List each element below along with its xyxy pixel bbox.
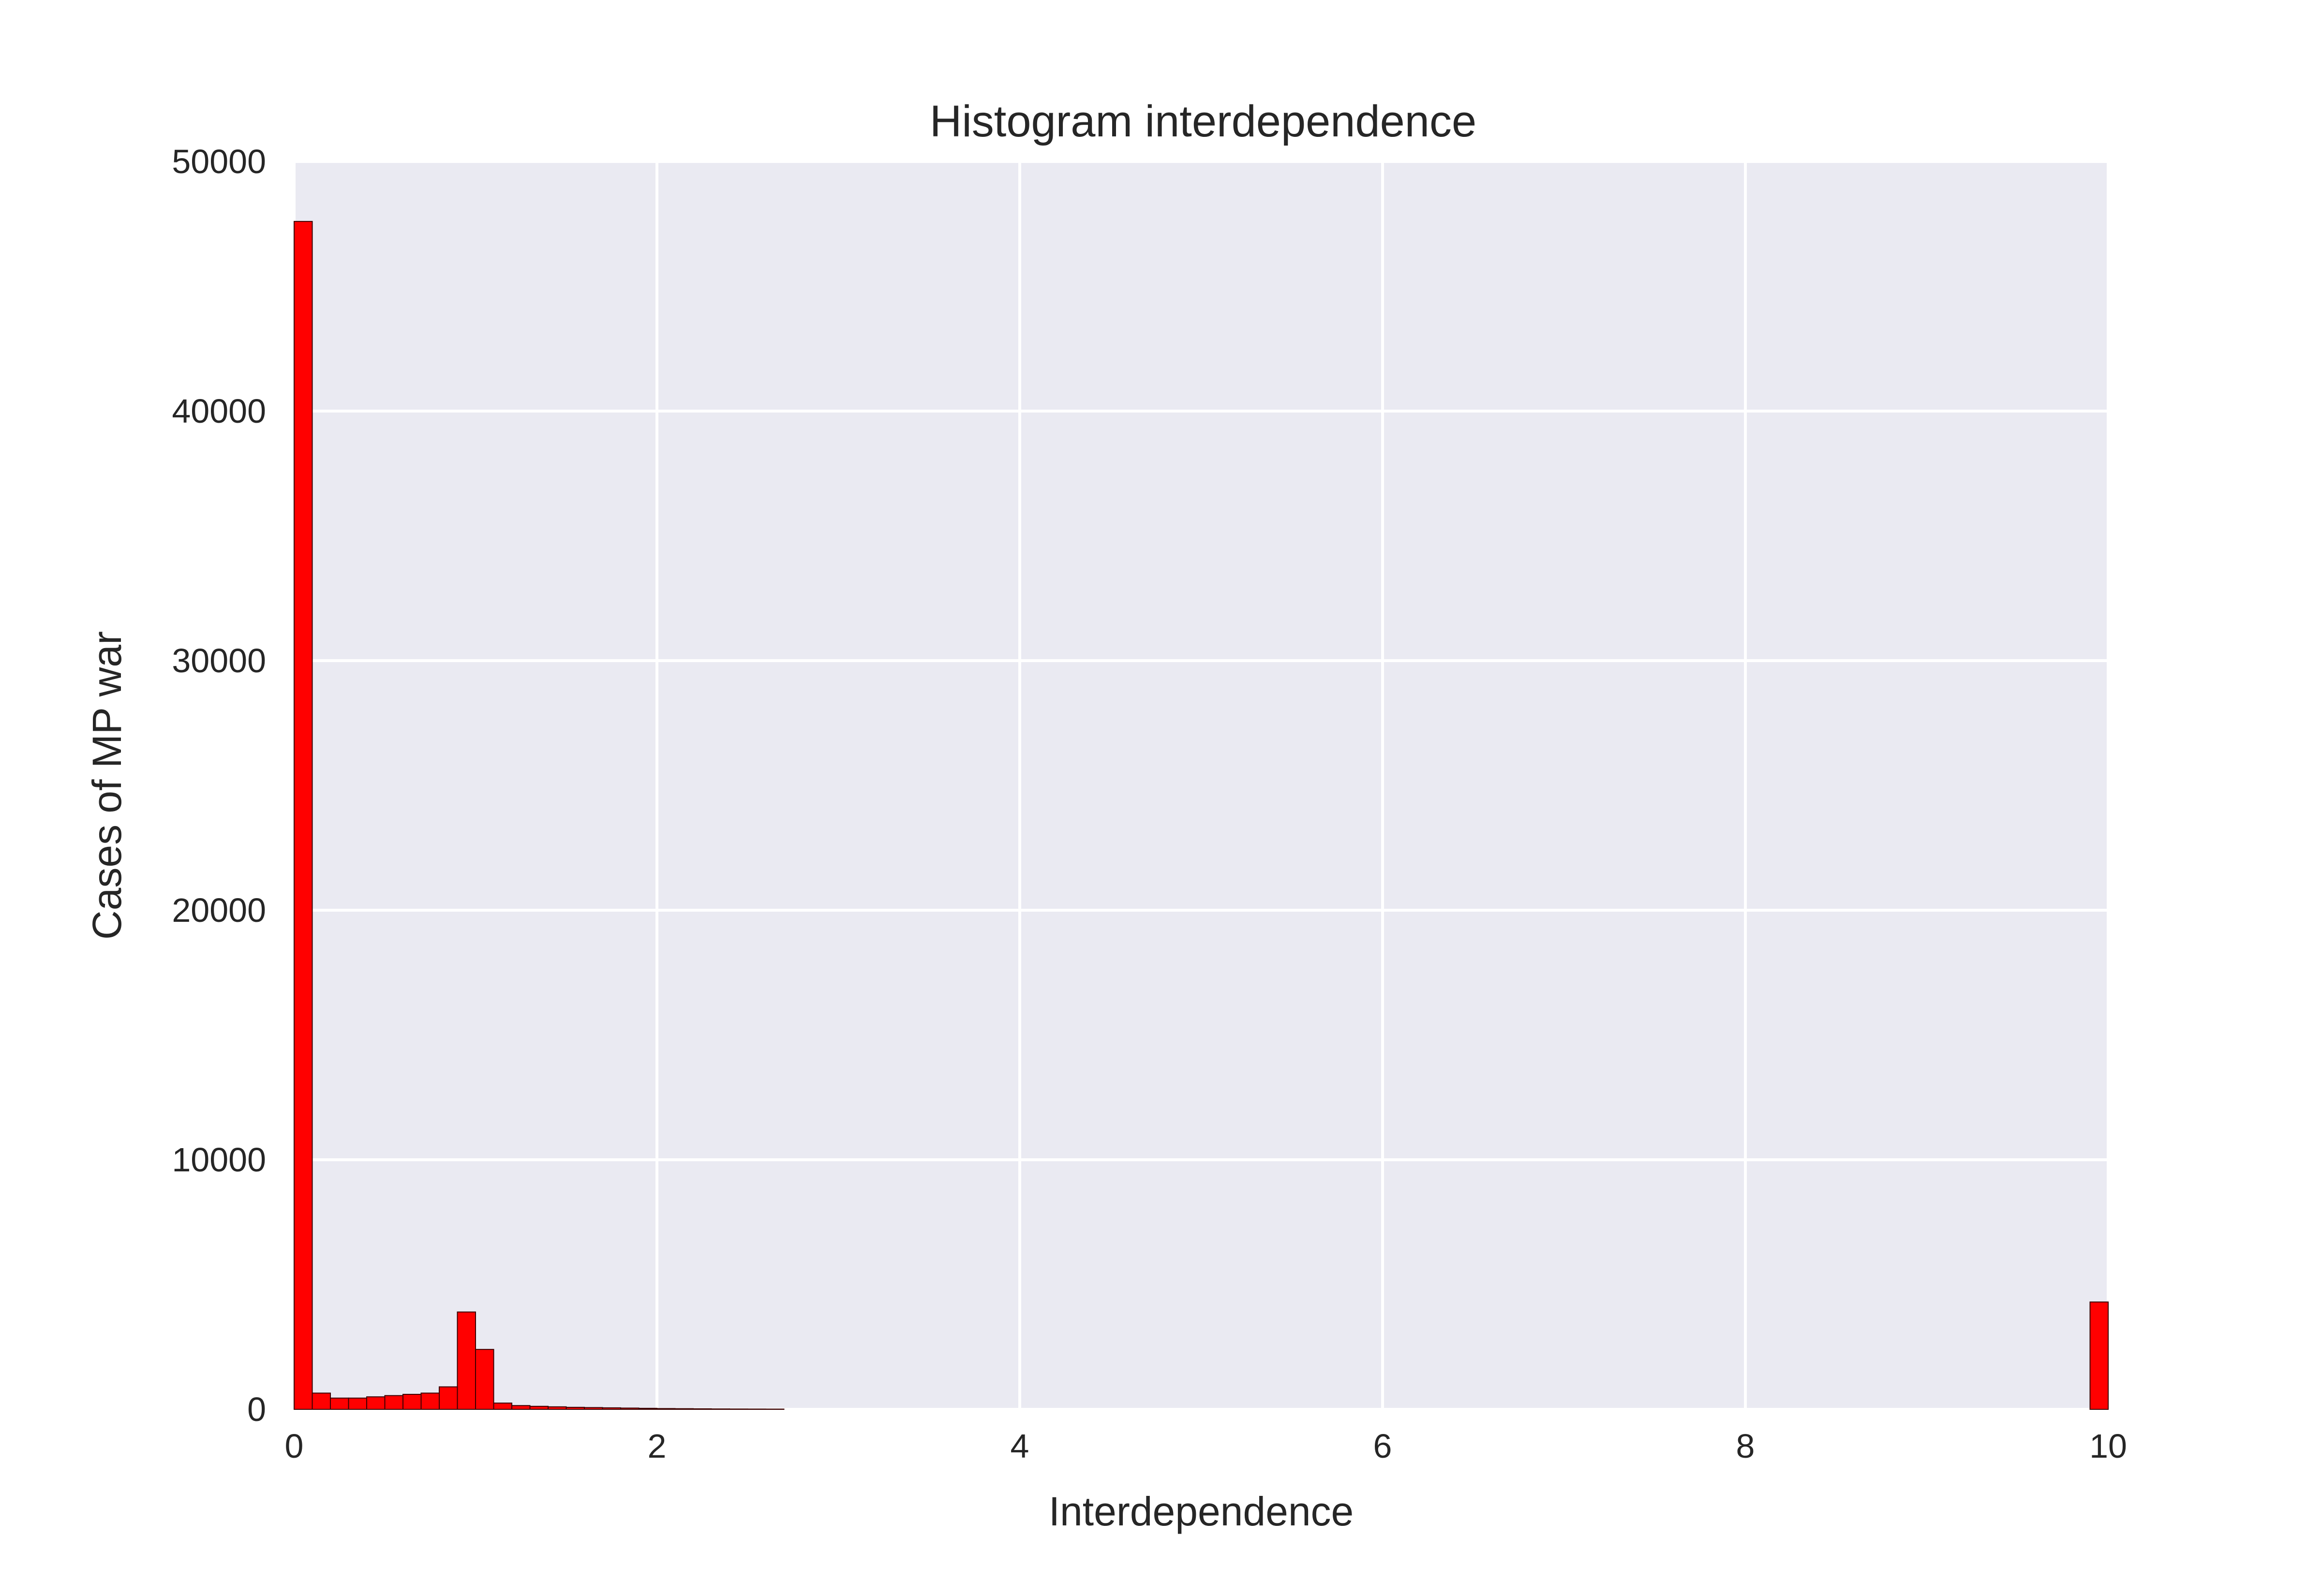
- histogram-bars: [294, 221, 2109, 1410]
- histogram-bar: [493, 1403, 512, 1410]
- x-tick-label: 8: [1736, 1427, 1755, 1465]
- histogram-bar: [548, 1406, 567, 1410]
- histogram-bar: [384, 1395, 403, 1410]
- x-tick-label: 10: [2089, 1427, 2127, 1465]
- histogram-bar: [584, 1407, 603, 1410]
- histogram-bar: [656, 1408, 676, 1410]
- histogram-bar: [366, 1396, 386, 1410]
- y-axis-label: Cases of MP war: [84, 631, 130, 940]
- x-axis-label: Interdependence: [1049, 1489, 1354, 1534]
- y-tick-label: 10000: [172, 1141, 266, 1179]
- histogram-bar: [420, 1392, 440, 1410]
- histogram-bar: [294, 221, 313, 1410]
- x-tick-label: 4: [1011, 1427, 1029, 1465]
- y-tick-label: 50000: [172, 143, 266, 180]
- histogram-bar: [566, 1406, 585, 1410]
- histogram-bar: [2089, 1301, 2109, 1410]
- histogram-bar: [511, 1405, 531, 1410]
- y-axis-ticks: 0 10000 20000 30000 40000 50000: [172, 143, 266, 1428]
- histogram-bar: [620, 1407, 640, 1410]
- histogram-bar: [348, 1397, 367, 1410]
- x-tick-label: 0: [285, 1427, 304, 1465]
- y-tick-label: 0: [247, 1390, 266, 1428]
- x-tick-label: 6: [1373, 1427, 1392, 1465]
- y-tick-label: 20000: [172, 891, 266, 929]
- x-tick-label: 2: [648, 1427, 667, 1465]
- histogram-bar: [439, 1386, 458, 1410]
- histogram-bar: [330, 1397, 349, 1410]
- chart-title: Histogram interdependence: [930, 97, 1476, 146]
- histogram-bar: [475, 1349, 494, 1410]
- histogram-bar: [402, 1394, 422, 1410]
- y-tick-label: 40000: [172, 392, 266, 430]
- y-tick-label: 30000: [172, 642, 266, 680]
- plot-area: [294, 162, 2108, 1409]
- histogram-bar: [529, 1405, 549, 1410]
- histogram-bar: [602, 1407, 621, 1410]
- histogram-bar: [312, 1392, 331, 1410]
- histogram-bar: [638, 1407, 657, 1410]
- histogram-bar: [457, 1311, 476, 1410]
- x-axis-ticks: 0 2 4 6 8 10: [285, 1427, 2127, 1465]
